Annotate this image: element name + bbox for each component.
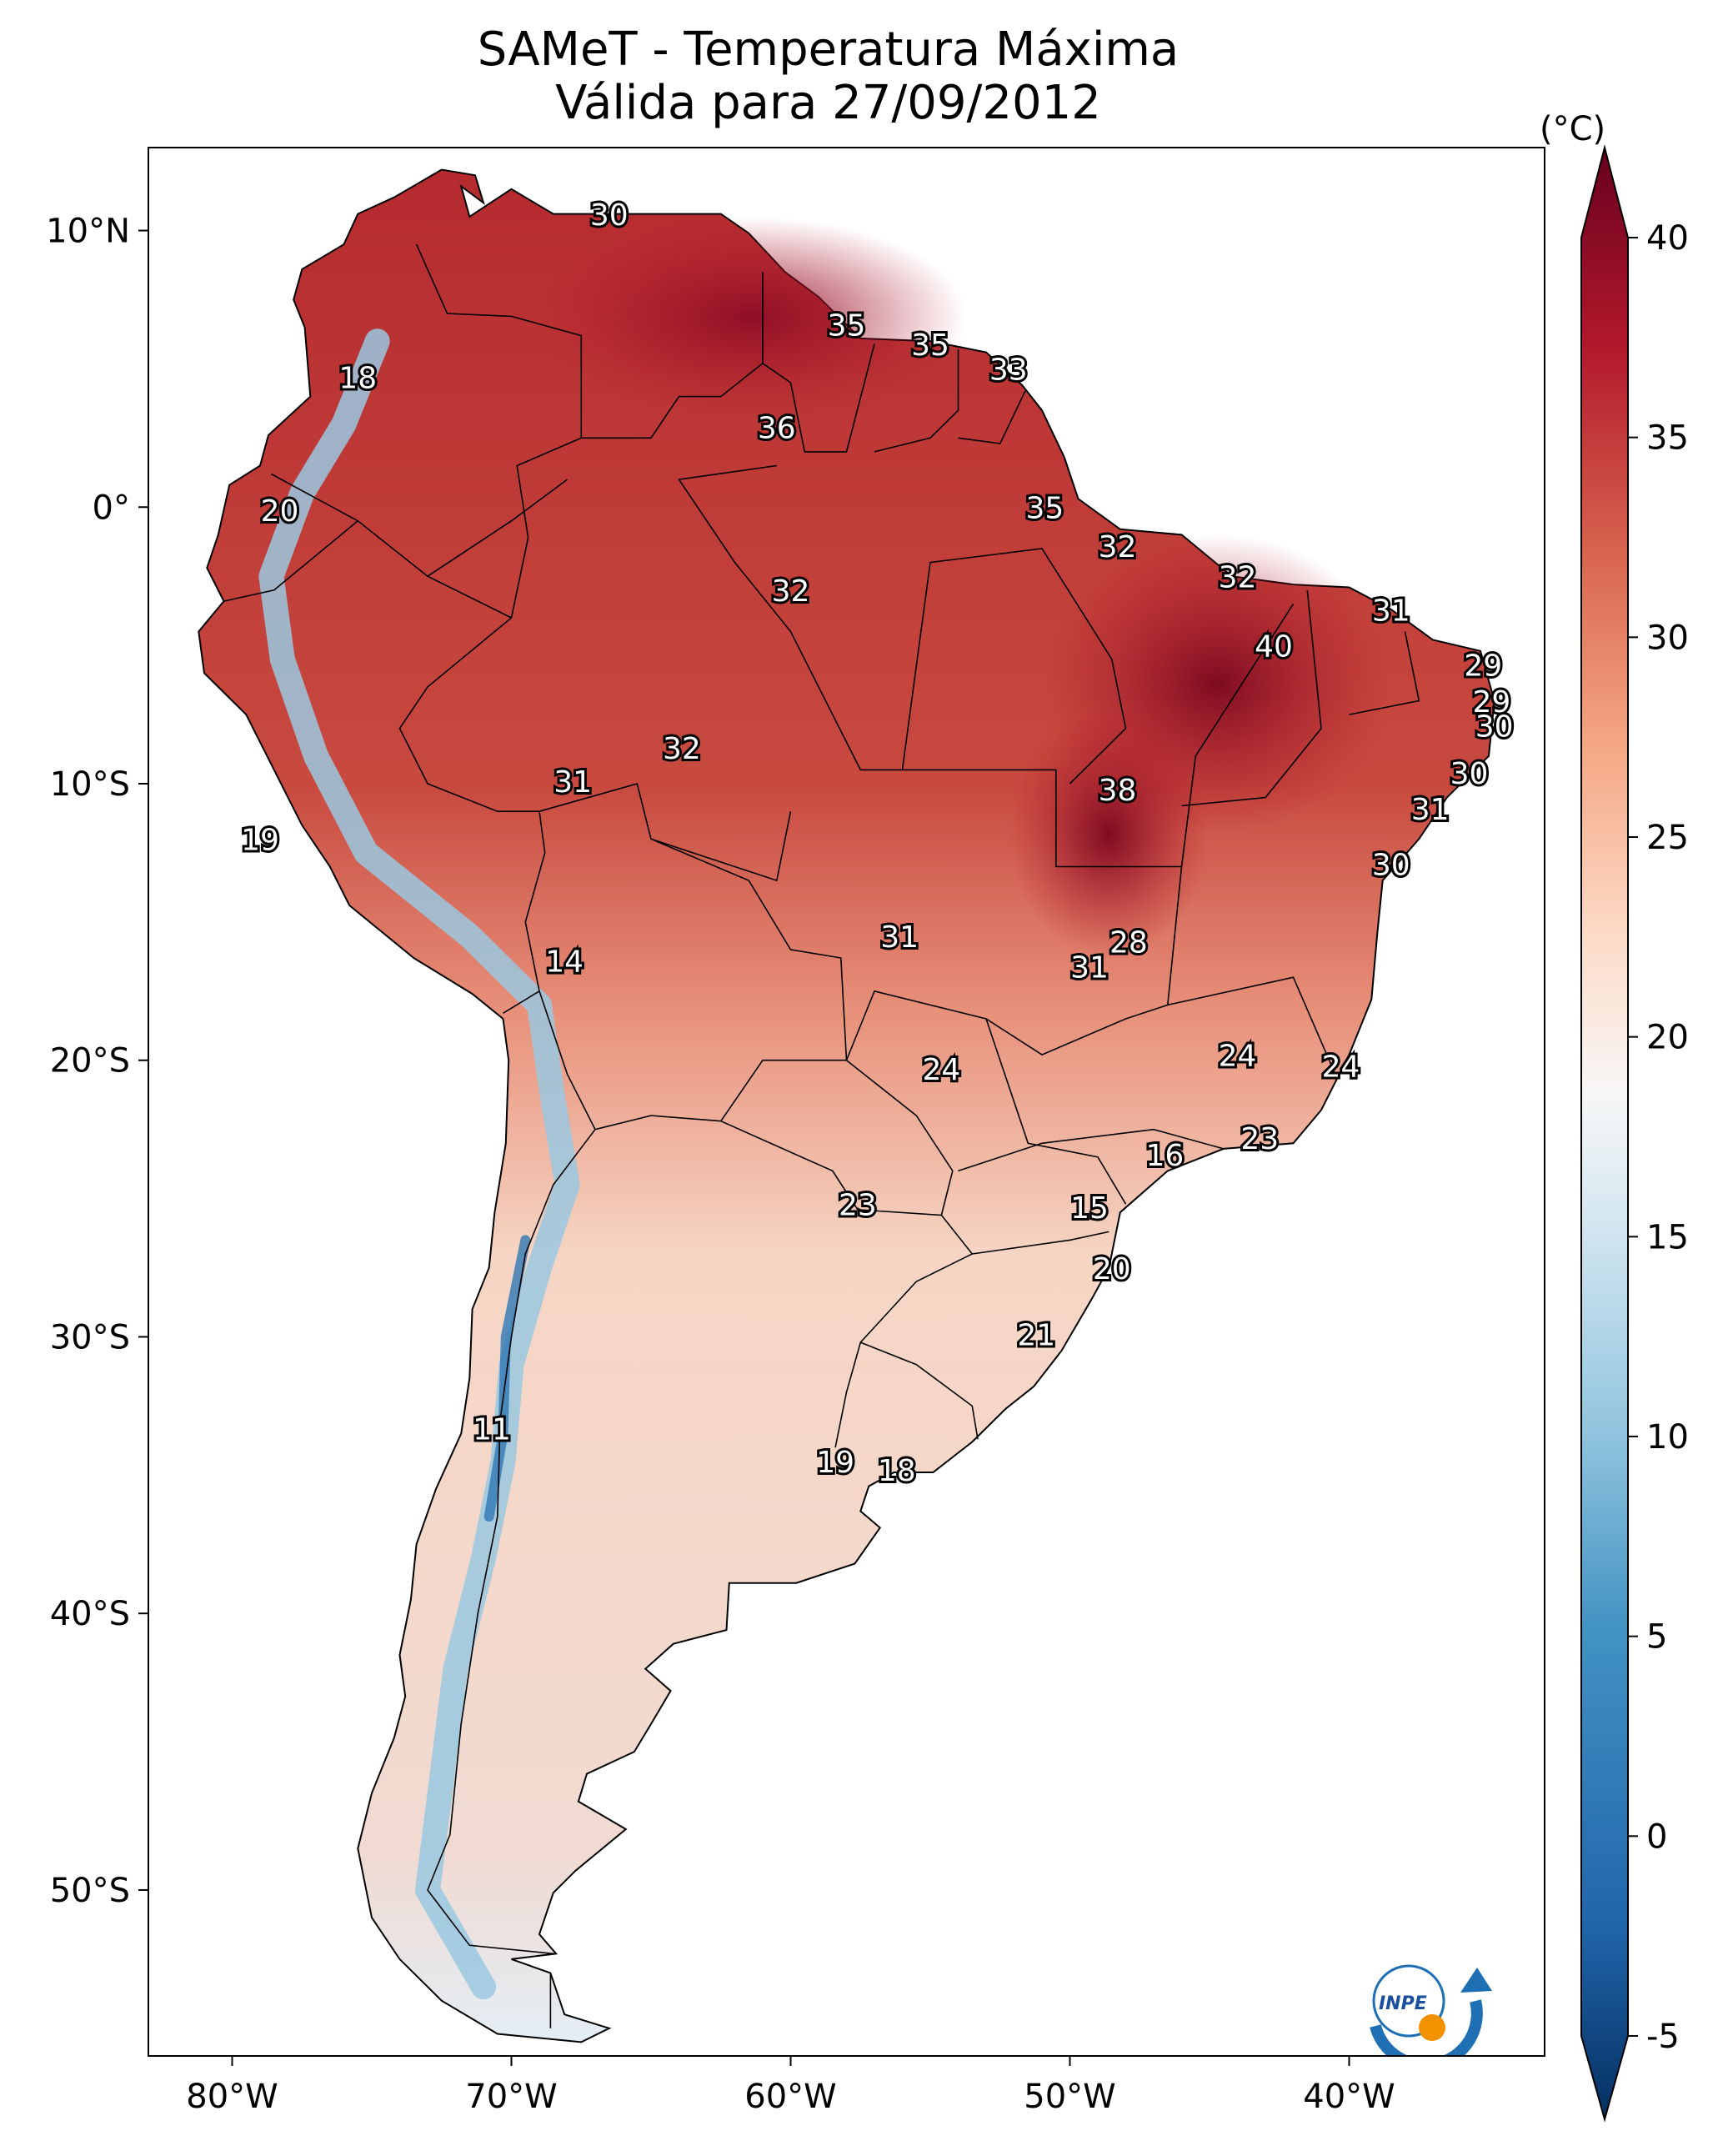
map-title: SAMeT - Temperatura Máxima — [477, 23, 1180, 77]
lat-tick-label: 30°S — [50, 1318, 130, 1356]
station-label: 16 — [1145, 1139, 1184, 1173]
colorbar-body — [1580, 144, 1629, 2123]
station-label: 19 — [241, 824, 279, 858]
inpe-logo: INPE — [1370, 1964, 1492, 2056]
lon-tick-label: 70°W — [465, 2078, 557, 2116]
station-label: 30 — [1475, 710, 1514, 745]
station-label: 21 — [1017, 1319, 1055, 1353]
lon-tick-label: 80°W — [186, 2078, 278, 2116]
lon-tick-label: 50°W — [1024, 2078, 1115, 2116]
map-subtitle: Válida para 27/09/2012 — [555, 76, 1101, 130]
logo-orbit-icon — [1372, 1964, 1445, 2038]
station-label: 18 — [338, 362, 377, 396]
station-label: 20 — [261, 494, 299, 529]
colorbar-tick-label: 35 — [1646, 419, 1689, 458]
logo-sun-icon — [1419, 2014, 1445, 2041]
station-label: 30 — [1372, 849, 1410, 883]
station-label: 29 — [1472, 685, 1510, 720]
lat-tick-label: 10°N — [46, 213, 130, 251]
station-label: 30 — [1450, 757, 1489, 791]
station-label: 35 — [911, 328, 949, 363]
station-label: 15 — [1070, 1191, 1109, 1226]
colorbar-tick-label: 15 — [1646, 1218, 1689, 1256]
station-label: 30 — [590, 198, 629, 233]
colorbar-tick-label: 20 — [1646, 1019, 1689, 1057]
station-label: 36 — [758, 411, 796, 445]
station-label: 31 — [553, 765, 592, 800]
station-label: 19 — [816, 1446, 854, 1480]
longitude-axis: 80°W 70°W 60°W 50°W 40°W — [186, 2056, 1395, 2116]
station-label: 32 — [1219, 561, 1257, 595]
station-label: 11 — [473, 1412, 511, 1447]
lat-tick-label: 50°S — [50, 1872, 130, 1910]
station-label: 23 — [1240, 1122, 1279, 1156]
station-label: 31 — [1411, 793, 1450, 827]
map-frame — [148, 147, 1545, 2057]
station-label: 33 — [989, 353, 1028, 388]
logo-arrow-icon — [1460, 1968, 1492, 1993]
country-borders — [223, 243, 1420, 2028]
station-label: 29 — [1464, 649, 1502, 684]
hot-central-region — [1009, 709, 1209, 959]
station-label: 32 — [772, 574, 810, 609]
station-label: 31 — [1070, 950, 1109, 985]
lat-tick-label: 40°S — [50, 1595, 130, 1633]
colorbar-tick-label: 40 — [1646, 219, 1689, 258]
station-label: 31 — [880, 920, 919, 955]
station-label: 24 — [1322, 1050, 1360, 1085]
hot-north-region — [533, 217, 967, 417]
colorbar-tick-label: -5 — [1646, 2018, 1680, 2056]
station-label: 14 — [545, 945, 584, 980]
station-label: 24 — [922, 1053, 960, 1087]
lon-tick-label: 40°W — [1303, 2078, 1395, 2116]
station-label: 18 — [878, 1454, 916, 1488]
colorbar-tick-label: 10 — [1646, 1418, 1689, 1457]
lat-tick-label: 0° — [93, 489, 130, 527]
lat-tick-label: 20°S — [50, 1042, 130, 1081]
station-label: 38 — [1099, 774, 1137, 808]
colorbar-tick-label: 25 — [1646, 819, 1689, 857]
colorbar-ticks: 40 35 30 25 20 15 10 5 0 -5 — [1628, 219, 1689, 2056]
lon-tick-label: 60°W — [744, 2078, 836, 2116]
station-label: 31 — [1372, 594, 1410, 628]
latitude-axis: 10°N 0° 10°S 20°S 30°S 40°S 50°S — [46, 213, 148, 1910]
station-label: 24 — [1219, 1039, 1257, 1073]
station-label: 28 — [1109, 925, 1148, 960]
lat-tick-label: 10°S — [50, 765, 130, 804]
station-label: 40 — [1255, 629, 1293, 664]
station-label: 35 — [828, 309, 866, 343]
station-label: 32 — [663, 732, 701, 766]
station-label: 35 — [1025, 492, 1064, 526]
colorbar: (°C) 40 35 30 25 20 15 10 5 0 -5 — [1540, 110, 1689, 2123]
logo-text: INPE — [1379, 1993, 1427, 2014]
colorbar-tick-label: 5 — [1646, 1618, 1667, 1657]
colorbar-tick-label: 0 — [1646, 1818, 1667, 1856]
colorbar-tick-label: 30 — [1646, 619, 1689, 657]
station-label: 32 — [1099, 530, 1137, 564]
station-label: 20 — [1093, 1252, 1131, 1286]
andes-cold-band — [258, 328, 580, 2000]
station-label: 23 — [839, 1189, 877, 1223]
logo-swoosh — [1370, 1999, 1483, 2056]
colorbar-unit: (°C) — [1540, 110, 1605, 148]
